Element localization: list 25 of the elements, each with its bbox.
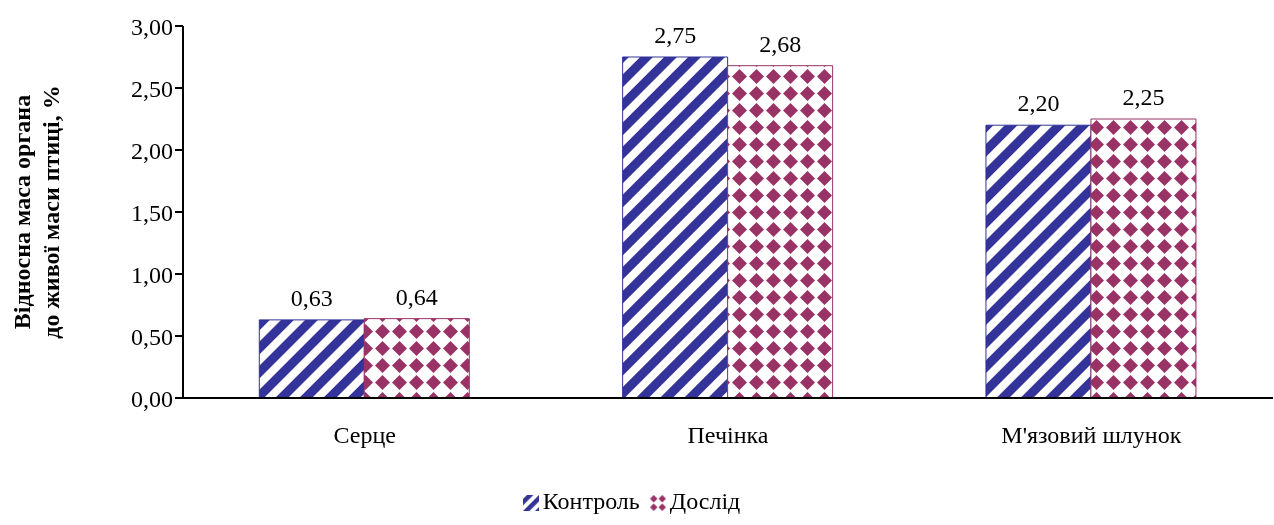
bar [258, 319, 365, 398]
bar [622, 56, 729, 398]
y-tick-label: 0,00 [131, 385, 173, 412]
data-label: 2,25 [1122, 84, 1165, 110]
data-label: 2,20 [1017, 90, 1060, 117]
bar [363, 318, 470, 398]
x-tick-label: Серце [333, 422, 396, 449]
x-tick-label: Печінка [687, 422, 769, 449]
y-tick-label: 1,00 [131, 261, 173, 288]
x-tick-label: М'язовий шлунок [1001, 422, 1182, 449]
bar [1090, 118, 1197, 398]
y-axis-title: Відносна маса органа до живої маси птиці, % [9, 85, 64, 339]
bar [985, 124, 1092, 398]
legend-label: Контроль [542, 488, 640, 514]
y-tick-label: 1,50 [131, 199, 173, 226]
y-tick-label: 3,00 [131, 13, 173, 40]
y-tick-label: 2,00 [131, 137, 173, 164]
data-label: 2,68 [759, 30, 802, 57]
data-label: 0,63 [290, 284, 333, 311]
data-label: 0,64 [395, 283, 438, 310]
y-tick-label: 2,50 [131, 75, 173, 102]
bar [727, 65, 834, 398]
legend-label: Дослід [669, 488, 741, 514]
data-label: 2,75 [654, 22, 697, 48]
y-tick-label: 0,50 [131, 323, 173, 350]
